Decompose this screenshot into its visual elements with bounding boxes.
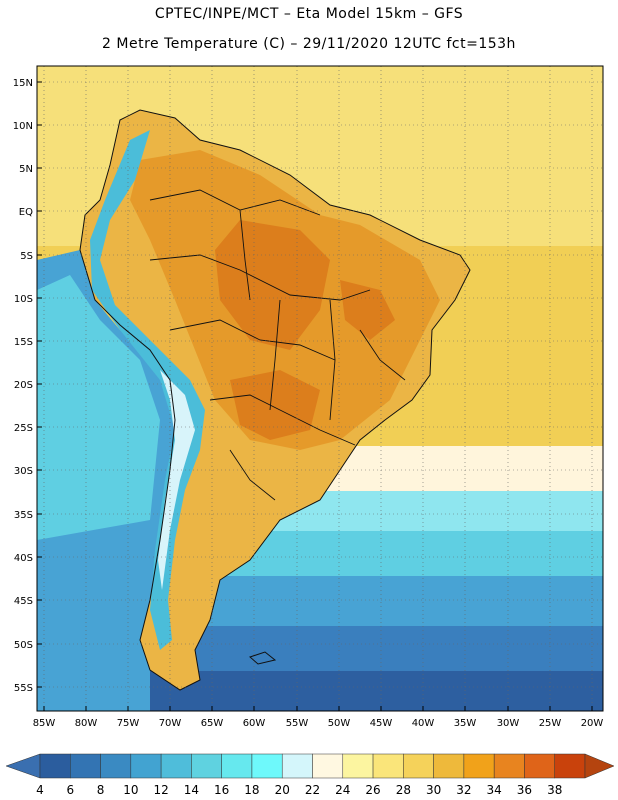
colorbar-cell [463, 753, 495, 779]
colorbar-tick-label: 18 [244, 783, 259, 797]
axis-ticks [37, 81, 593, 711]
colorbar-tick-label: 10 [123, 783, 138, 797]
lat-label: 5N [19, 164, 33, 175]
colorbar-cell [433, 753, 465, 779]
lon-label: 25W [539, 718, 562, 729]
colorbar-tick-label: 8 [97, 783, 105, 797]
lat-label: 20S [14, 380, 33, 391]
lat-label: 25S [14, 423, 33, 434]
latitude-labels: 15N 10N 5N EQ 5S 10S 15S 20S 25S 30S 35S 40S 45S 50S 5… [13, 78, 33, 694]
lon-label: 80W [75, 718, 98, 729]
colorbar-cell [312, 753, 344, 779]
colorbar-tick-label: 32 [456, 783, 471, 797]
lon-label: 75W [117, 718, 140, 729]
lat-label: 50S [14, 640, 33, 651]
colorbar-cell [160, 753, 192, 779]
colorbar-tick-label: 28 [396, 783, 411, 797]
lon-label: 35W [454, 718, 477, 729]
lon-label: 60W [243, 718, 266, 729]
lat-label: 10N [13, 121, 33, 132]
lon-label: 45W [370, 718, 393, 729]
pacific-cyan-water [37, 275, 160, 540]
lon-label: 70W [159, 718, 182, 729]
andes-snow-patch [158, 370, 195, 590]
lat-label: 15N [13, 78, 33, 89]
lat-label: EQ [19, 207, 33, 218]
lat-label: 40S [14, 553, 33, 564]
colorbar-tick-label: 6 [66, 783, 74, 797]
lon-label: 65W [201, 718, 224, 729]
map-title-line-1: CPTEC/INPE/MCT – Eta Model 15km – GFS [154, 6, 464, 22]
colorbar-cell [493, 753, 525, 779]
colorbar-tick-label: 4 [36, 783, 44, 797]
colorbar-tick-label: 34 [487, 783, 502, 797]
hot-core-chaco [230, 370, 320, 440]
colorbar-tick-labels: 4 6 8 10 12 14 16 18 20 22 24 26 28 30 32 34 36 38 [36, 783, 562, 797]
lon-label: 50W [328, 718, 351, 729]
colorbar-tick-label: 24 [335, 783, 350, 797]
colorbar-tick-label: 36 [517, 783, 532, 797]
lat-label: 55S [14, 683, 33, 694]
lon-label: 85W [33, 718, 56, 729]
colorbar-cell [191, 753, 222, 779]
coastline [79, 109, 471, 691]
colorbar-cell [281, 753, 313, 779]
lat-label: 45S [14, 596, 33, 607]
colorbar-right-arrow [584, 753, 615, 779]
lon-label: 30W [497, 718, 520, 729]
colorbar-tick-label: 12 [153, 783, 168, 797]
colorbar-cell [403, 753, 434, 779]
map-frame [36, 65, 604, 712]
colorbar-tick-label: 14 [184, 783, 199, 797]
colorbar-tick-label: 20 [275, 783, 290, 797]
andes-cold-strip [90, 130, 205, 650]
colorbar-cell [100, 753, 132, 779]
colorbar-cell [221, 753, 253, 779]
colorbar-tick-label: 22 [305, 783, 320, 797]
colorbar-tick-label: 26 [365, 783, 380, 797]
lon-label: 40W [412, 718, 435, 729]
lon-label: 20W [581, 718, 604, 729]
colorbar-cell [342, 753, 374, 779]
lat-label: 5S [20, 251, 33, 262]
colorbar-cell [251, 753, 283, 779]
colorbar-cell [372, 753, 404, 779]
map-field [37, 66, 603, 711]
lat-label: 10S [14, 294, 33, 305]
lat-label: 35S [14, 510, 33, 521]
colorbar-tick-label: 38 [547, 783, 562, 797]
colorbar-tick-label: 30 [426, 783, 441, 797]
lat-label: 15S [14, 337, 33, 348]
lon-label: 55W [286, 718, 309, 729]
colorbar-cell [70, 753, 101, 779]
falkland-islands [249, 651, 277, 665]
colorbar-tick-label: 16 [214, 783, 229, 797]
colorbar-cell [554, 753, 586, 779]
colorbar-cell [130, 753, 162, 779]
colorbar-cell [39, 753, 71, 779]
colorbar-left-arrow [5, 753, 41, 779]
map-title-line-2: 2 Metre Temperature (C) – 29/11/2020 12U… [102, 36, 516, 52]
colorbar-cell [524, 753, 555, 779]
longitude-labels: 85W 80W 75W 70W 65W 60W 55W 50W 45W 40W 35W 30W 25W 2… [33, 718, 604, 729]
country-borders [149, 189, 406, 501]
colorbar-cells [5, 753, 615, 779]
lat-label: 30S [14, 466, 33, 477]
hot-core-amazon [215, 220, 330, 350]
